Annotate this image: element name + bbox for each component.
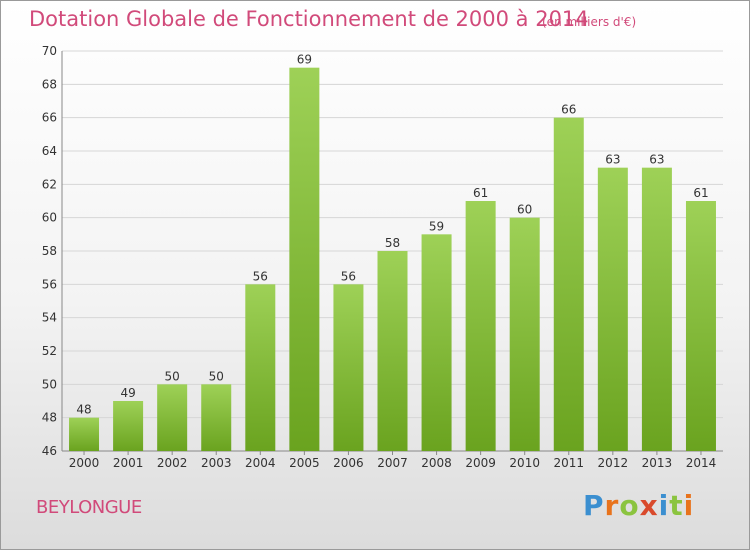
x-tick-label: 2011 <box>553 456 584 470</box>
y-tick-label: 48 <box>42 411 57 425</box>
bar-value-label: 61 <box>473 186 488 200</box>
bar-value-label: 59 <box>429 219 444 233</box>
bar <box>509 217 540 451</box>
logo-letter: P <box>583 489 605 522</box>
x-tick-label: 2002 <box>157 456 188 470</box>
bar <box>641 167 672 451</box>
bar-labels: 48 49 50 50 56 69 56 58 59 61 60 66 63 63 61 <box>76 53 708 417</box>
x-tick-label: 2009 <box>465 456 496 470</box>
x-tick-label: 2000 <box>69 456 100 470</box>
y-tick-label: 70 <box>42 44 57 58</box>
bar <box>377 251 408 451</box>
x-tick-label: 2005 <box>289 456 320 470</box>
bar-value-label: 56 <box>341 269 356 283</box>
y-tick-label: 68 <box>42 77 57 91</box>
bar <box>113 401 144 451</box>
y-tick-label: 58 <box>42 244 57 258</box>
x-tick-label: 2001 <box>113 456 144 470</box>
y-tick-label: 60 <box>42 211 57 225</box>
y-tick-label: 56 <box>42 277 57 291</box>
bar <box>465 201 496 451</box>
logo-letter: r <box>604 489 620 522</box>
bar <box>685 201 716 451</box>
x-tick-label: 2004 <box>245 456 276 470</box>
bar-value-label: 49 <box>120 386 135 400</box>
bar-value-label: 63 <box>649 153 664 167</box>
y-tick-label: 46 <box>42 444 57 458</box>
bar-value-label: 66 <box>561 103 576 117</box>
bar <box>201 384 232 451</box>
x-tick-label: 2013 <box>642 456 673 470</box>
bar <box>289 67 320 452</box>
logo-letter: x <box>639 489 659 522</box>
x-tick-label: 2010 <box>509 456 540 470</box>
bar <box>69 417 100 451</box>
logo-letter: o <box>619 489 640 522</box>
bar <box>597 167 628 451</box>
proxiti-logo[interactable]: Proxiti <box>583 489 694 522</box>
logo-letter: i <box>683 489 695 522</box>
y-tick-label: 52 <box>42 344 57 358</box>
bar <box>333 284 364 451</box>
y-tick-label: 66 <box>42 111 57 125</box>
bar-value-label: 56 <box>253 269 268 283</box>
chart-title: Dotation Globale de Fonctionnement de 20… <box>29 7 589 31</box>
bar-value-label: 50 <box>165 369 180 383</box>
bar <box>157 384 188 451</box>
bar-value-label: 50 <box>209 369 224 383</box>
bar <box>553 117 584 452</box>
y-tick-label: 64 <box>42 144 57 158</box>
logo-letter: i <box>658 489 670 522</box>
x-tick-label: 2007 <box>377 456 408 470</box>
y-tick-label: 54 <box>42 311 57 325</box>
x-tick-label: 2006 <box>333 456 364 470</box>
x-tick-label: 2012 <box>598 456 629 470</box>
bar-value-label: 61 <box>693 186 708 200</box>
bars <box>69 67 716 452</box>
bar <box>421 234 452 451</box>
commune-name: BEYLONGUE <box>36 497 142 518</box>
bar-value-label: 69 <box>297 53 312 67</box>
bar <box>245 284 276 451</box>
bar-value-label: 58 <box>385 236 400 250</box>
logo-letter: t <box>669 489 684 522</box>
chart-unit: (en milliers d'€) <box>542 15 637 29</box>
bar-value-label: 60 <box>517 203 532 217</box>
y-tick-label: 62 <box>42 177 57 191</box>
bar-value-label: 48 <box>76 403 91 417</box>
bar-value-label: 63 <box>605 153 620 167</box>
x-tick-label: 2008 <box>421 456 452 470</box>
y-tick-label: 50 <box>42 377 57 391</box>
x-tick-label: 2014 <box>686 456 717 470</box>
x-tick-label: 2003 <box>201 456 232 470</box>
